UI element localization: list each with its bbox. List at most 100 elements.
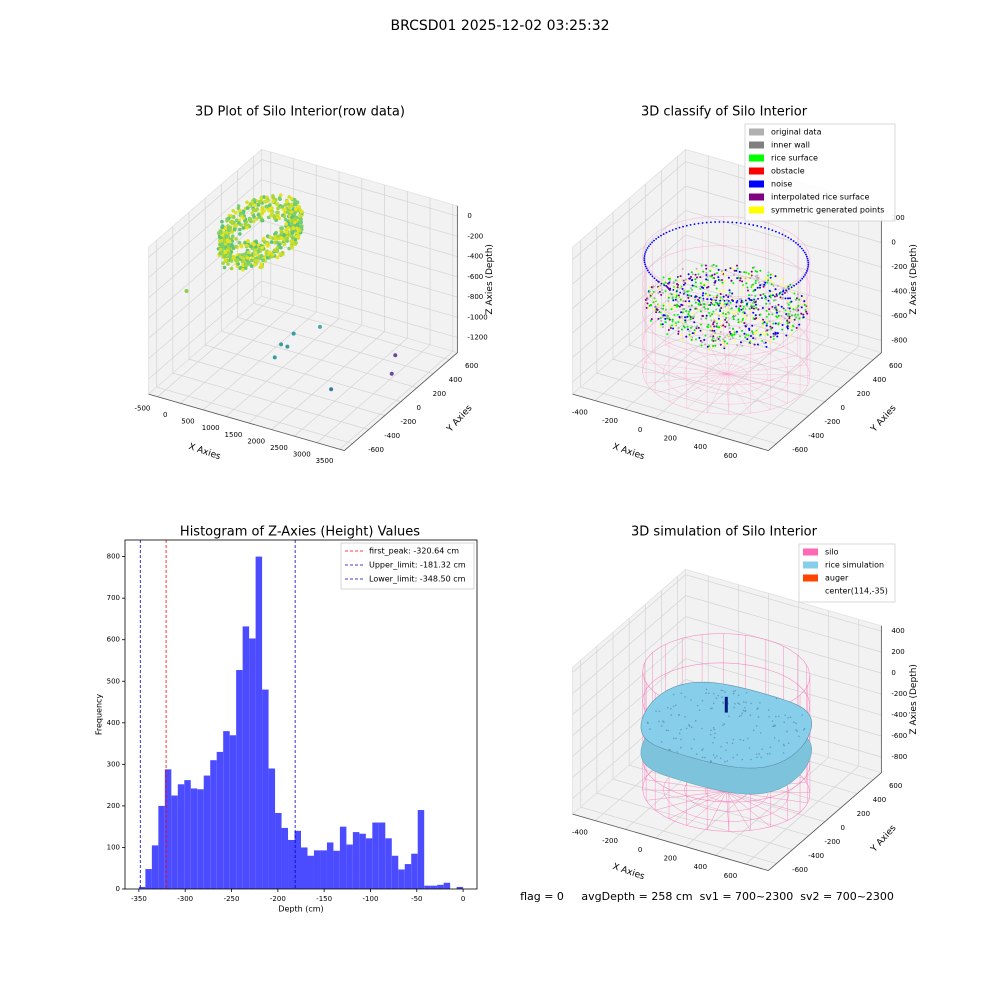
classified-point (671, 318, 674, 321)
y-tick-label: -600 (792, 446, 808, 454)
classified-point (715, 265, 718, 268)
classified-point (674, 298, 677, 301)
classified-point (716, 336, 719, 339)
grid-line (221, 330, 418, 389)
point-cloud (261, 258, 265, 262)
classified-point (691, 316, 694, 319)
x-tick-label: 600 (724, 452, 737, 460)
histogram-bar (398, 869, 405, 889)
classified-point (707, 326, 710, 329)
classified-point (704, 282, 707, 285)
classified-point (724, 313, 727, 316)
classified-point (763, 342, 766, 345)
classified-point (719, 343, 722, 346)
classified-point (798, 323, 801, 326)
classified-point (680, 311, 683, 314)
wall-point (710, 221, 712, 224)
classified-point (718, 326, 721, 329)
classified-point (800, 303, 803, 306)
z-tick-label: -800 (891, 753, 907, 761)
classified-point (731, 292, 734, 295)
histogram-bar (171, 795, 178, 889)
surface-texture (704, 756, 706, 759)
wall-point (748, 223, 751, 226)
surface-texture (720, 689, 722, 692)
wall-point (760, 225, 763, 228)
classified-point (688, 302, 691, 305)
classified-point (732, 315, 735, 318)
point-cloud (232, 227, 237, 232)
classified-point (697, 309, 700, 312)
wall-point (644, 265, 647, 268)
classified-point (783, 291, 786, 294)
classified-point (705, 317, 708, 320)
classified-point (695, 327, 698, 330)
y-tick-label: -400 (808, 852, 824, 860)
wall-point (772, 294, 774, 297)
classified-point (734, 314, 737, 317)
x-tick-label: 0 (461, 895, 465, 903)
wall-point (657, 236, 660, 239)
surface-texture (737, 694, 740, 697)
surface-texture (685, 727, 688, 730)
point-cloud (218, 229, 223, 234)
classified-point (686, 325, 689, 328)
x-tick-label: 200 (664, 434, 677, 442)
point-cloud (282, 207, 286, 212)
classified-point (644, 298, 647, 301)
point-cloud (294, 235, 299, 239)
classified-point (711, 346, 714, 349)
wall-point (797, 281, 800, 284)
classified-point (684, 319, 687, 322)
classified-point (804, 308, 807, 311)
classified-point (767, 279, 770, 282)
classified-point (700, 344, 703, 347)
histogram-bar (190, 788, 198, 889)
wall-point (649, 243, 652, 246)
classified-point (650, 293, 653, 296)
classified-point (769, 273, 772, 276)
x-tick-label: 200 (664, 854, 677, 862)
wall-point (675, 227, 677, 230)
classified-point (657, 286, 660, 289)
point-cloud (271, 194, 275, 198)
classified-point (690, 296, 693, 299)
wall-point (679, 291, 682, 294)
classified-point (682, 283, 685, 286)
classified-point (708, 311, 711, 314)
classified-point (735, 305, 738, 308)
point-cloud (241, 226, 246, 230)
classified-point (785, 313, 788, 316)
classified-point (667, 294, 670, 297)
wall-point (682, 225, 684, 228)
classified-point (725, 303, 728, 306)
classified-point (753, 266, 756, 269)
point-cloud (282, 233, 286, 238)
classified-point (727, 334, 730, 337)
wall-point (655, 279, 658, 281)
wall-point (795, 283, 798, 285)
classified-point (664, 321, 667, 324)
x-tick-label: -200 (602, 417, 618, 425)
classified-point (761, 307, 764, 310)
classified-point (751, 266, 754, 269)
classified-point (722, 289, 725, 292)
classified-point (729, 338, 732, 341)
wall-point (643, 257, 646, 260)
classified-point (649, 295, 652, 298)
classified-point (770, 283, 773, 286)
classified-point (660, 319, 663, 322)
classified-point (760, 283, 763, 286)
classified-point (706, 279, 709, 282)
classified-point (786, 327, 789, 330)
classified-point (737, 321, 740, 324)
classified-point (700, 264, 703, 267)
classified-point (767, 313, 770, 316)
classified-point (712, 263, 715, 266)
classified-point (695, 276, 698, 279)
histogram-bar (197, 789, 204, 889)
x-tick-label: -400 (572, 828, 588, 836)
point-cloud (262, 195, 266, 199)
classified-point (721, 281, 724, 284)
surface-texture (670, 714, 673, 716)
